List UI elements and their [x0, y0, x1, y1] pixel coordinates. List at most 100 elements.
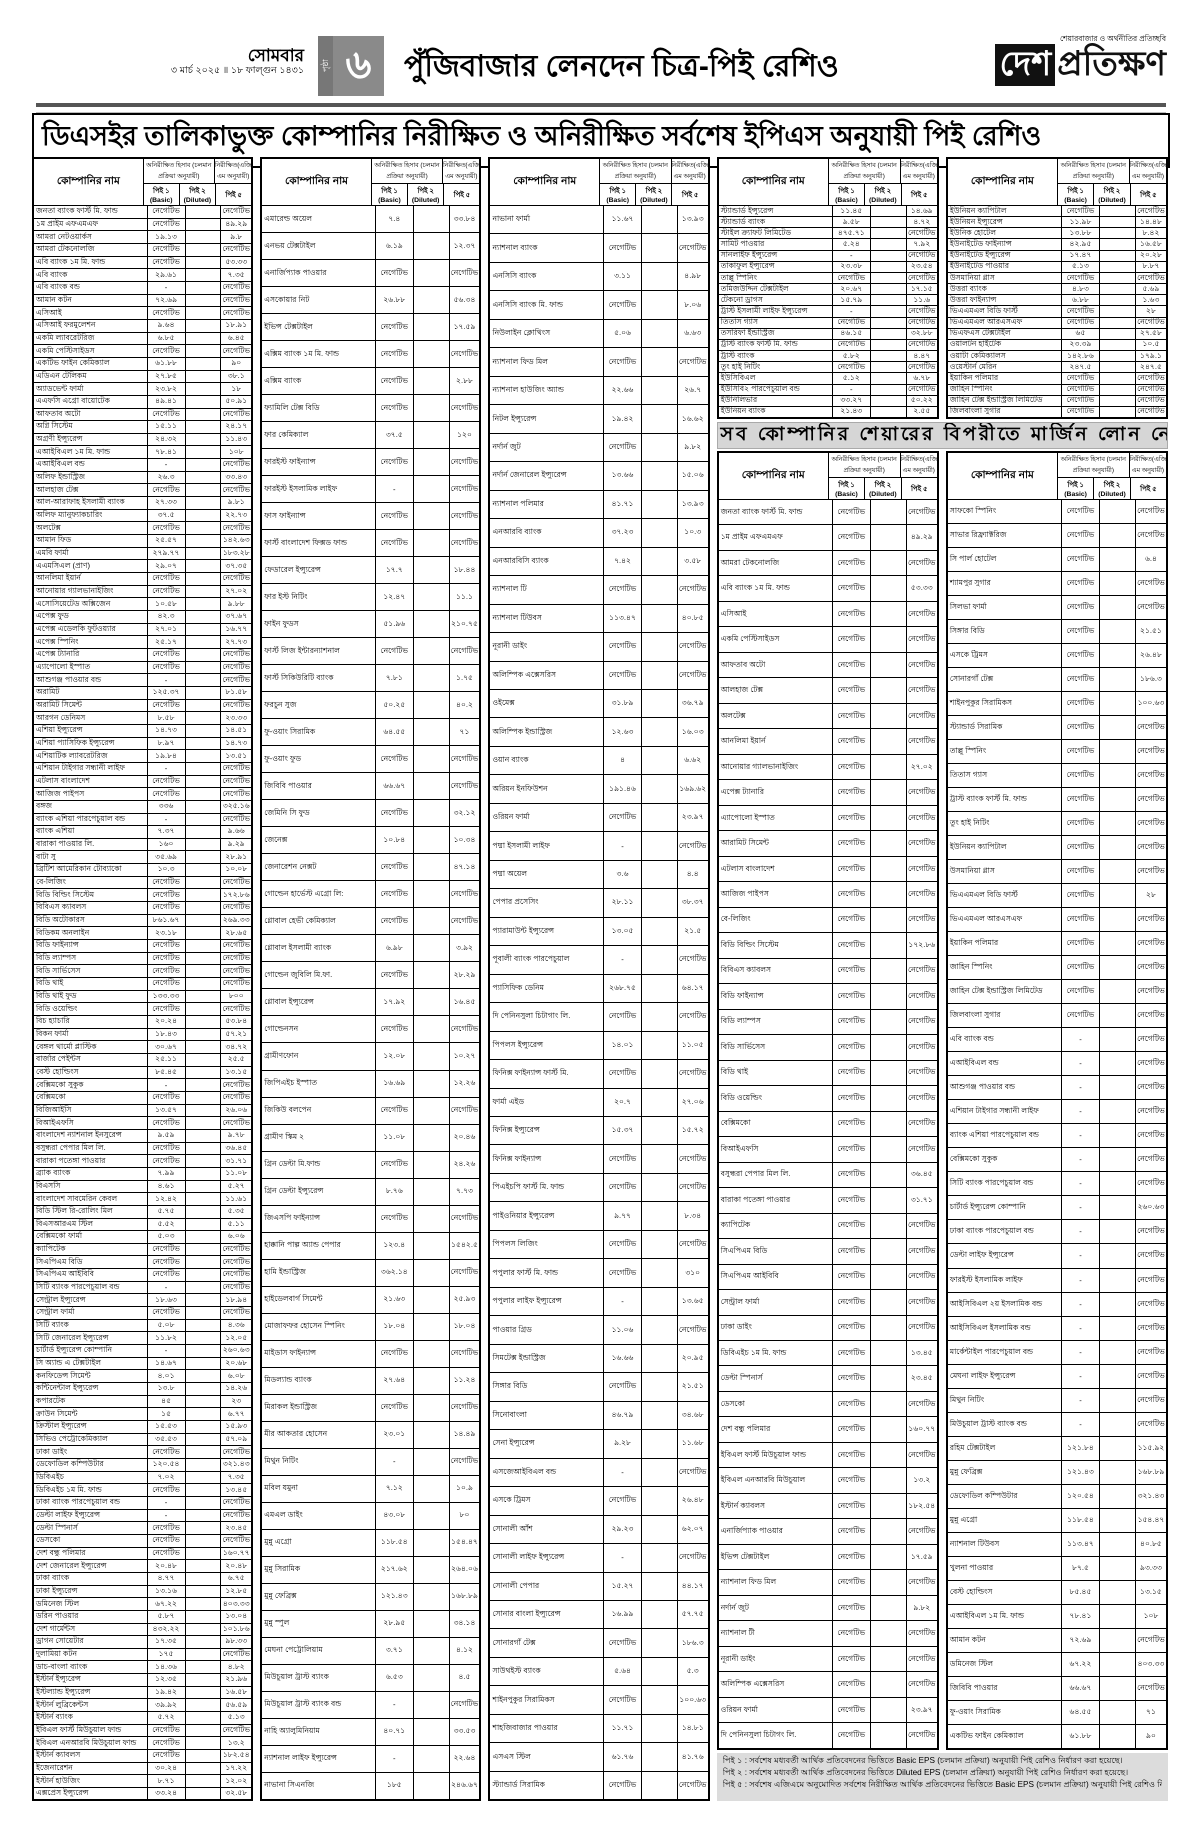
pe1-cell: নেগেটিভ	[376, 341, 414, 368]
pe2-cell	[871, 805, 907, 831]
company-name-cell: বিবিএস ক্যাবলস	[719, 958, 833, 984]
pe5-cell: ৩৩.৫৩	[453, 1726, 476, 1736]
table-row: ন্যাশনাল টি নেগেটিভ নেগেটিভ	[490, 576, 708, 605]
pe5-cell: ৮১.৫৮	[225, 687, 248, 697]
company-name-cell: ফার্স্ট লিজ ইন্টারন্যাশনাল	[262, 638, 376, 665]
company-name-cell: অরিয়ন ইনফিউশন	[490, 775, 605, 803]
pe5-cell: নেগেটিভ	[907, 1628, 936, 1638]
table-row: পদ্মা অয়েল ৩.৬ ৪.৪	[490, 860, 708, 890]
pe1-cell: নেগেটিভ	[833, 856, 871, 882]
pe2-cell	[186, 1522, 222, 1534]
pe5-cell: ৫০.৯১	[225, 396, 248, 406]
footnote-pe1: পিই ১ : সর্বশেষ মধ্যবর্তী আর্থিক প্রতিবে…	[722, 1756, 1123, 1765]
pe1-cell: নেগেটিভ	[148, 1243, 186, 1256]
company-name-cell: ডেসকো	[719, 1391, 833, 1417]
pe5-cell: নেগেটিভ	[222, 484, 251, 494]
company-name-cell: শাহজিবাজার পাওয়ার	[490, 1714, 605, 1743]
company-name-cell: বেক্সিমকো	[34, 1091, 148, 1104]
pe2-cell	[642, 974, 678, 1003]
table-row: ফাইন ফুডস ৫১.৯৬ ২১০.৭৫	[262, 611, 480, 639]
table-row: তুং হাই নিটিং নেগেটিভ নেগেটিভ	[718, 362, 937, 374]
table-rows: সাফকো স্পিনিং নেগেটিভ নেগেটিভ সাভার রিফ্র্য…	[947, 500, 1167, 1748]
pe1-cell: ৩.১১	[604, 262, 642, 291]
pe1-cell: ৫০.২৫	[376, 692, 414, 719]
table-row: ট্রাস্ট ব্যাংক ফার্স্ট মি. ফান্ড নেগেটিভ ন…	[947, 788, 1167, 813]
table-row: মিডল্যান্ড ব্যাংক ২৭.৬৪ ১১.২৪	[262, 1367, 480, 1395]
pe1-cell: নেগেটিভ	[604, 633, 642, 661]
table-row: ফারইস্ট ইসলামিক লাইফ - নেগেটিভ	[947, 1268, 1167, 1293]
table-row: জিকিউ বলপেন নেগেটিভ নেগেটিভ	[262, 1097, 480, 1125]
pe2-cell	[414, 314, 450, 341]
pe1-cell: ৬.১৯	[376, 233, 414, 260]
company-name-cell: ফিনিক্স ফাইন্যান্স	[490, 1145, 605, 1173]
pe5-cell: নেগেটিভ	[1137, 818, 1165, 828]
pe1-cell: ২৪.৩২	[148, 433, 186, 446]
pe2-cell	[414, 1772, 450, 1799]
pe5-cell: ১৪.৫১	[225, 725, 248, 735]
pe2-cell	[186, 1408, 222, 1420]
company-name-cell: ঢাকা ইন্স্যুরেন্স	[34, 1585, 148, 1598]
pe2-cell	[1100, 1412, 1136, 1436]
pe5-cell: ১৪২.৬৩	[222, 535, 250, 545]
pe5-cell: ৮.৪২	[1142, 228, 1160, 237]
pe2-cell	[871, 1290, 907, 1315]
pe5-cell: ৩২১.৪৩	[1137, 1490, 1165, 1500]
pe5-cell: নেগেটিভ	[907, 272, 936, 282]
pe5-cell: ১১.৪৩	[225, 434, 248, 444]
pe2-cell	[642, 604, 678, 633]
table-row: পেপার প্রসেসিং ২৮.১১ ৩৮.৩৭	[490, 889, 708, 918]
company-name-cell: এআইবিএল বন্ড	[948, 1052, 1062, 1076]
pe5-cell: নেগেটিভ	[222, 965, 251, 975]
company-name-cell: মিউচুয়াল ট্রাস্ট ব্যাংক বন্ড	[948, 1412, 1062, 1436]
pe2-cell	[186, 902, 222, 914]
pe1-cell: নেগেটিভ	[604, 1060, 642, 1088]
table-row: বিডি ল্যাম্পস নেগেটিভ নেগেটিভ	[718, 1009, 937, 1036]
pe1-cell: নেগেটিভ	[376, 260, 414, 287]
company-name-cell: বিডি বিল্ডিং সিস্টেম	[719, 933, 833, 958]
table-row: তিতাস গ্যাস নেগেটিভ নেগেটিভ	[718, 317, 937, 329]
pe1-cell: ২৮.১১	[604, 889, 642, 917]
pe2-cell	[186, 724, 222, 737]
table-row: ইউনিয়ন ব্যাংক ২১.৪৩ ২.৫৫	[719, 406, 937, 417]
table-row: এবি ব্যাংক বন্ড - নেগেটিভ	[947, 1028, 1167, 1053]
pe2-cell	[1100, 668, 1136, 692]
pe5-cell: ২০.৪৬	[453, 1132, 476, 1142]
pe2-cell	[871, 1621, 907, 1646]
company-name-cell: এনসিসি ব্যাংক	[490, 262, 605, 291]
pe5-cell: ১৪.৭৩	[225, 737, 248, 747]
table-row: পপুলার ফার্স্ট মি. ফান্ড নেগেটিভ ৩১০	[490, 1259, 708, 1288]
pe5-cell: ১৮	[231, 383, 242, 393]
pe2-cell	[186, 1623, 222, 1636]
table-row: এনার্জিপ্যাক পাওয়ার নেগেটিভ নেগেটিভ	[262, 260, 480, 288]
pe2-cell	[186, 231, 222, 243]
table-row: একমি পেস্টিসাইডস নেগেটিভ নেগেটিভ	[34, 345, 252, 358]
pe5-cell: নেগেটিভ	[1137, 866, 1165, 876]
company-name-cell: এপেক্স ট্যানারি	[34, 648, 148, 661]
pe2-cell	[1100, 395, 1136, 406]
company-name-cell: নর্দার্ন জেনারেল ইন্স্যুরেন্স	[490, 462, 605, 490]
pe1-cell: নেগেটিভ	[376, 800, 414, 827]
pe5-cell: নেগেটিভ	[907, 1118, 936, 1128]
pe5-cell: ৪.৯৮	[684, 271, 702, 281]
pe2-cell	[414, 1448, 450, 1475]
pe1-cell: নেগেটিভ	[833, 500, 871, 525]
company-name-cell: আমান কটন	[34, 294, 148, 307]
company-name-cell: তুং হাই নিটিং	[948, 812, 1062, 836]
company-name-cell: সি পার্ল হোটেল	[948, 548, 1062, 572]
pe1-cell: নেগেটিভ	[833, 1442, 871, 1468]
pe5-cell: ৪.৫	[458, 1672, 471, 1682]
pe1-cell: নেগেটিভ	[833, 576, 871, 601]
table-row: বিআইএফসি নেগেটিভ নেগেটিভ	[718, 1137, 937, 1163]
header-tier-1: অনিরীক্ষিত হিসাব (চলমান প্রক্রিয়া অনুযা…	[1057, 159, 1167, 185]
pe5-cell: ১৮৬.৩	[681, 1637, 704, 1647]
pe5-cell: ১১.৬১	[225, 1193, 248, 1203]
pe5-cell: ১৬০.৭৭	[222, 1547, 250, 1557]
table-row: অলিম্পিক ইন্ডাস্ট্রিজ ১২.৬৩ ১৬.০৩	[490, 718, 708, 747]
pe1-cell: নেগেটিভ	[833, 678, 871, 703]
table-row: অরামিট ১২৫.৩৭ ৮১.৫৮	[34, 686, 252, 700]
pe1-cell: নেগেটিভ	[604, 1230, 642, 1259]
pe2-cell	[871, 678, 907, 703]
pe2-cell	[642, 262, 678, 291]
pe1-cell: নেগেটিভ	[148, 307, 186, 319]
pe2-cell	[186, 1218, 222, 1231]
